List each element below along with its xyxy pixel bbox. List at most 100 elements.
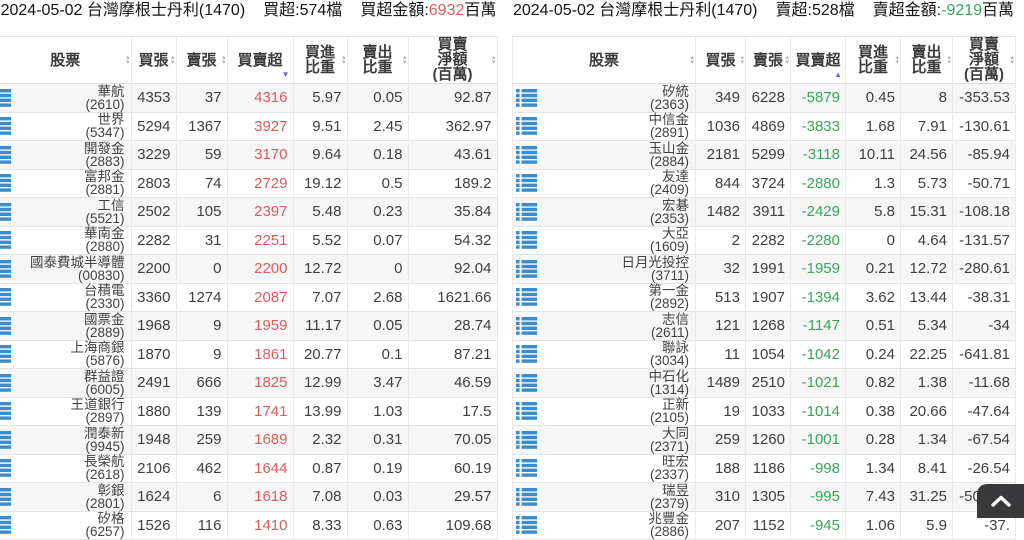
table-row[interactable]: 聯詠 (3034) 11 1054 -1042 0.24 22.25 -641.…	[513, 340, 1016, 369]
table-row[interactable]: 國票金 (2889) 1968 9 1959 11.17 0.05 28.74	[0, 312, 497, 341]
table-row[interactable]: 世界 (5347) 5294 1367 3927 9.51 2.45 362.9…	[0, 112, 497, 141]
table-row[interactable]: 玉山金 (2884) 2181 5299 -3118 10.11 24.56 -…	[513, 141, 1016, 170]
stock-menu-list-icon[interactable]	[0, 316, 12, 335]
stock-menu-list-icon[interactable]	[0, 487, 12, 506]
stock-menu-list-icon[interactable]	[516, 174, 538, 193]
net-lots-cell: 1410	[227, 511, 293, 540]
net-amount-cell: -85.94	[953, 141, 1016, 170]
stock-menu-list-icon[interactable]	[0, 373, 12, 392]
table-row[interactable]: 群益證 (6005) 2491 666 1825 12.99 3.47 46.5…	[0, 369, 497, 398]
sell-weight-cell: 15.31	[901, 198, 953, 227]
net-lots-cell: 2087	[227, 283, 293, 312]
table-row[interactable]: 正新 (2105) 19 1033 -1014 0.38 20.66 -47.6…	[513, 397, 1016, 426]
stock-menu-list-icon[interactable]	[0, 288, 12, 307]
table-row[interactable]: 旺宏 (2337) 188 1186 -998 1.34 8.41 -26.54	[513, 454, 1016, 483]
table-row[interactable]: 日月光投控 (3711) 32 1991 -1959 0.21 12.72 -2…	[513, 255, 1016, 284]
sell-lots-cell: 74	[176, 169, 227, 198]
column-header-net-lots[interactable]: 買賣超▼	[227, 37, 293, 84]
buy-weight-cell: 0.21	[846, 255, 901, 284]
column-header-buy-weight[interactable]: 買進 比重▴▾	[293, 37, 347, 84]
table-row[interactable]: 潤泰新 (9945) 1948 259 1689 2.32 0.31 70.05	[0, 426, 497, 455]
stock-menu-list-icon[interactable]	[0, 231, 12, 250]
stock-menu-list-icon[interactable]	[516, 516, 538, 535]
buy-weight-cell: 0.82	[846, 369, 901, 398]
stock-menu-list-icon[interactable]	[0, 145, 12, 164]
stock-menu-list-icon[interactable]	[0, 88, 12, 107]
stock-cell: 中信金 (2891)	[513, 112, 696, 141]
stock-menu-list-icon[interactable]	[0, 174, 12, 193]
net-sell-table: 股票▴▾買張▴▾賣張▴▾買賣超▲買進 比重▴▾賣出 比重▴▾買賣 淨額 (百萬)…	[512, 36, 1016, 540]
stock-menu-list-icon[interactable]	[516, 288, 538, 307]
stock-menu-list-icon[interactable]	[0, 345, 12, 364]
stock-menu-list-icon[interactable]	[516, 487, 538, 506]
column-header-sell-weight[interactable]: 賣出 比重▴▾	[901, 37, 953, 84]
buy-weight-cell: 5.8	[846, 198, 901, 227]
column-header-net-amount[interactable]: 買賣 淨額 (百萬)▴▾	[408, 37, 497, 84]
stock-cell: 上海商銀 (5876)	[0, 340, 131, 369]
table-row[interactable]: 國泰費城半導體 (00830) 2200 0 2200 12.72 0 92.0…	[0, 255, 497, 284]
net-lots-cell: 2251	[227, 226, 293, 255]
column-header-sell-lots[interactable]: 賣張▴▾	[746, 37, 791, 84]
table-row[interactable]: 瑞昱 (2379) 310 1305 -995 7.43 31.25 -506.…	[513, 483, 1016, 512]
table-row[interactable]: 中信金 (2891) 1036 4869 -3833 1.68 7.91 -13…	[513, 112, 1016, 141]
stock-menu-list-icon[interactable]	[516, 402, 538, 421]
table-row[interactable]: 富邦金 (2881) 2803 74 2729 19.12 0.5 189.2	[0, 169, 497, 198]
column-header-sell-weight[interactable]: 賣出 比重▴▾	[347, 37, 408, 84]
net-amount-cell: -47.64	[953, 397, 1016, 426]
column-header-net-amount[interactable]: 買賣 淨額 (百萬)▴▾	[953, 37, 1016, 84]
stock-menu-list-icon[interactable]	[516, 231, 538, 250]
stock-menu-list-icon[interactable]	[516, 88, 538, 107]
stock-menu-list-icon[interactable]	[516, 373, 538, 392]
back-to-top-button[interactable]	[977, 484, 1024, 518]
stock-menu-list-icon[interactable]	[516, 259, 538, 278]
table-row[interactable]: 兆豐金 (2886) 207 1152 -945 1.06 5.9 -37.	[513, 511, 1016, 540]
table-row[interactable]: 工信 (5521) 2502 105 2397 5.48 0.23 35.84	[0, 198, 497, 227]
column-header-stock[interactable]: 股票▴▾	[0, 37, 131, 84]
table-row[interactable]: 台積電 (2330) 3360 1274 2087 7.07 2.68 1621…	[0, 283, 497, 312]
buy-lots-cell: 4353	[131, 84, 176, 113]
column-header-buy-lots[interactable]: 買張▴▾	[696, 37, 746, 84]
table-row[interactable]: 王道銀行 (2897) 1880 139 1741 13.99 1.03 17.…	[0, 397, 497, 426]
column-header-buy-lots[interactable]: 買張▴▾	[131, 37, 176, 84]
stock-menu-list-icon[interactable]	[0, 516, 12, 535]
table-row[interactable]: 宏碁 (2353) 1482 3911 -2429 5.8 15.31 -108…	[513, 198, 1016, 227]
stock-menu-list-icon[interactable]	[0, 259, 12, 278]
sell-lots-cell: 9	[176, 340, 227, 369]
table-row[interactable]: 大同 (2371) 259 1260 -1001 0.28 1.34 -67.5…	[513, 426, 1016, 455]
stock-menu-list-icon[interactable]	[516, 316, 538, 335]
stock-menu-list-icon[interactable]	[516, 345, 538, 364]
stock-menu-list-icon[interactable]	[0, 402, 12, 421]
table-row[interactable]: 大亞 (1609) 2 2282 -2280 0 4.64 -131.57	[513, 226, 1016, 255]
stock-menu-list-icon[interactable]	[516, 145, 538, 164]
sell-lots-cell: 59	[176, 141, 227, 170]
net-amount-cell: 1621.66	[408, 283, 497, 312]
stock-menu-list-icon[interactable]	[516, 459, 538, 478]
table-row[interactable]: 志信 (2611) 121 1268 -1147 0.51 5.34 -34	[513, 312, 1016, 341]
column-header-sell-lots[interactable]: 賣張▴▾	[176, 37, 227, 84]
date-and-broker-title: 2024-05-02 台灣摩根士丹利(1470)	[513, 2, 758, 19]
table-row[interactable]: 中石化 (1314) 1489 2510 -1021 0.82 1.38 -11…	[513, 369, 1016, 398]
table-row[interactable]: 長榮航 (2618) 2106 462 1644 0.87 0.19 60.19	[0, 454, 497, 483]
table-row[interactable]: 華航 (2610) 4353 37 4316 5.97 0.05 92.87	[0, 84, 497, 113]
table-row[interactable]: 彰銀 (2801) 1624 6 1618 7.08 0.03 29.57	[0, 483, 497, 512]
table-row[interactable]: 開發金 (2883) 3229 59 3170 9.64 0.18 43.61	[0, 141, 497, 170]
stock-menu-list-icon[interactable]	[516, 202, 538, 221]
table-row[interactable]: 矽格 (6257) 1526 116 1410 8.33 0.63 109.68	[0, 511, 497, 540]
stock-menu-list-icon[interactable]	[0, 430, 12, 449]
column-header-buy-weight[interactable]: 買進 比重▴▾	[846, 37, 901, 84]
stock-code: (1609)	[513, 240, 689, 253]
table-row[interactable]: 上海商銀 (5876) 1870 9 1861 20.77 0.1 87.21	[0, 340, 497, 369]
column-header-stock[interactable]: 股票▴▾	[513, 37, 696, 84]
table-row[interactable]: 華南金 (2880) 2282 31 2251 5.52 0.07 54.32	[0, 226, 497, 255]
stock-menu-list-icon[interactable]	[0, 459, 12, 478]
net-lots-cell: 4316	[227, 84, 293, 113]
table-row[interactable]: 矽統 (2363) 349 6228 -5879 0.45 8 -353.53	[513, 84, 1016, 113]
stock-menu-list-icon[interactable]	[0, 202, 12, 221]
table-row[interactable]: 第一金 (2892) 513 1907 -1394 3.62 13.44 -38…	[513, 283, 1016, 312]
table-row[interactable]: 友達 (2409) 844 3724 -2880 1.3 5.73 -50.71	[513, 169, 1016, 198]
stock-menu-list-icon[interactable]	[0, 117, 12, 136]
stock-menu-list-icon[interactable]	[516, 117, 538, 136]
column-header-net-lots[interactable]: 買賣超▲	[791, 37, 846, 84]
stock-cell: 台積電 (2330)	[0, 283, 131, 312]
stock-menu-list-icon[interactable]	[516, 430, 538, 449]
